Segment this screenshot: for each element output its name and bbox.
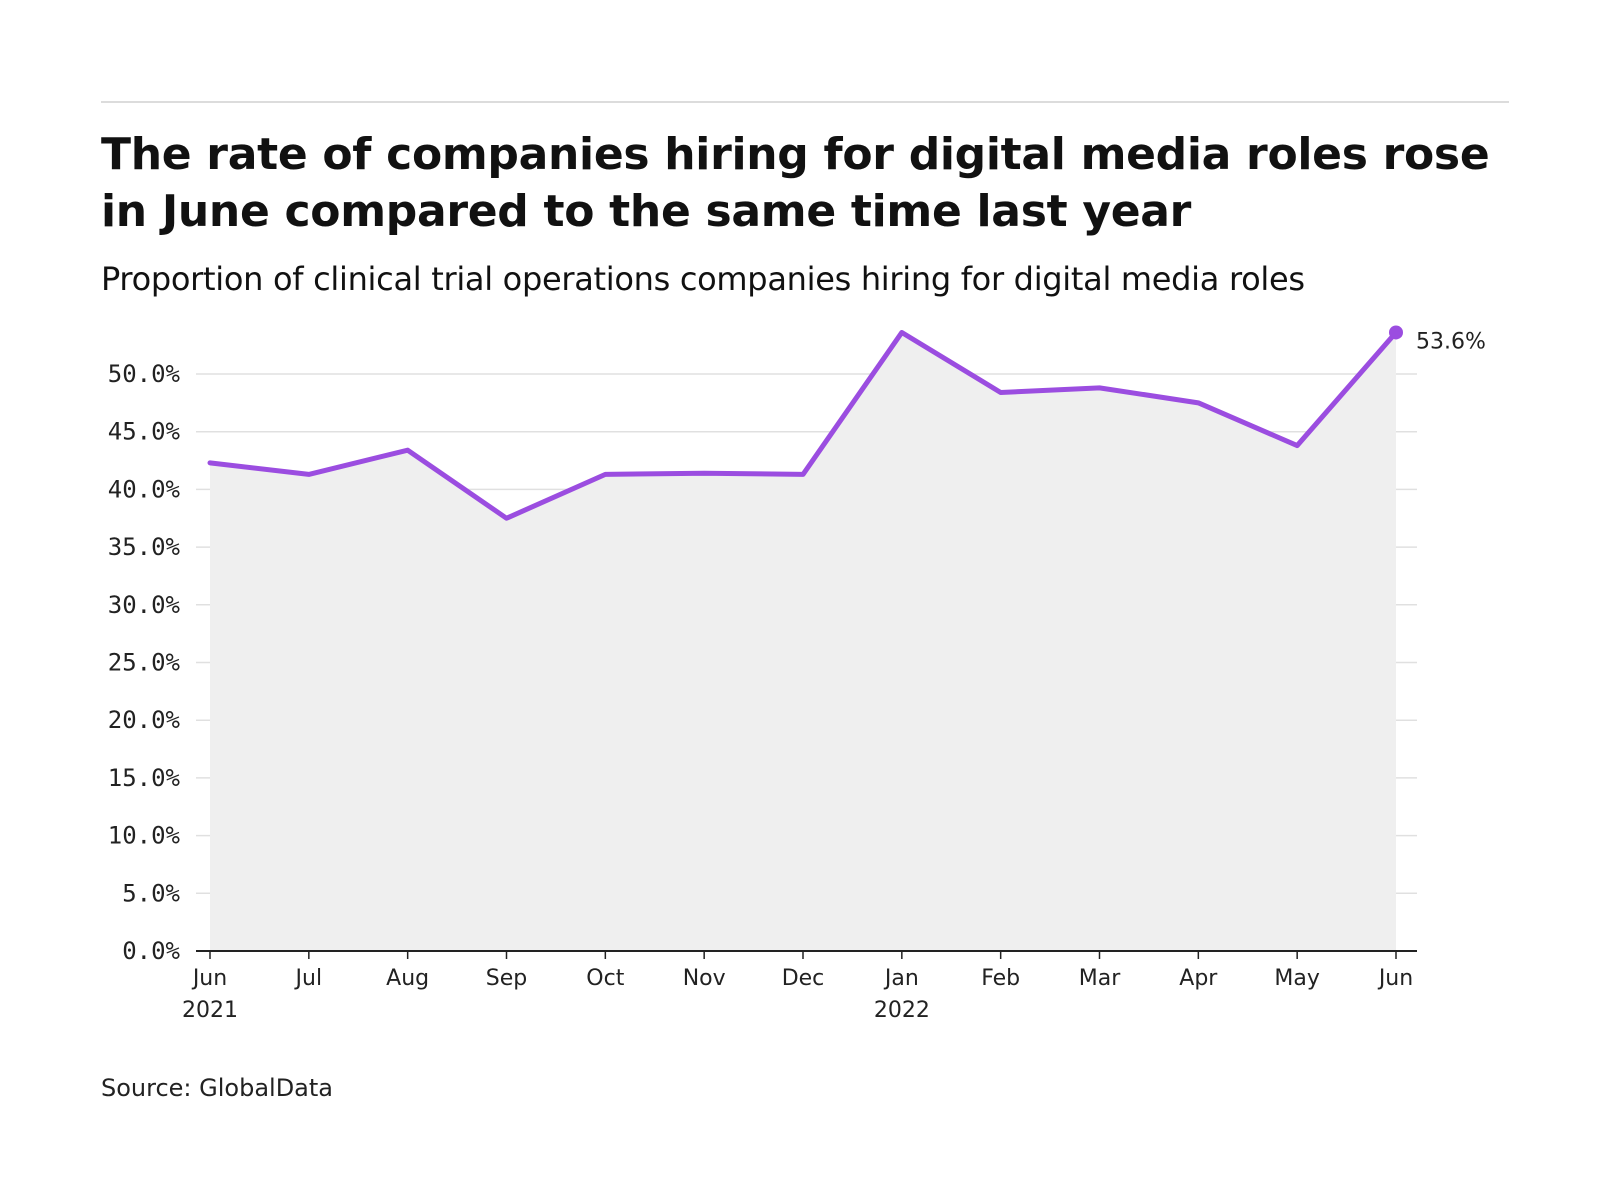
x-axis: [196, 950, 1417, 959]
y-tick-label: 45.0%: [108, 418, 181, 446]
end-point-marker: [1389, 325, 1403, 340]
source-note: Source: GlobalData: [101, 1074, 334, 1102]
x-tick-label: Jul: [294, 966, 323, 991]
x-tick-label: Aug: [386, 966, 429, 991]
y-tick-label: 5.0%: [122, 879, 180, 907]
y-tick-label: 20.0%: [108, 706, 181, 734]
x-tick-label: Jun: [191, 966, 227, 991]
x-tick-label: Jun: [1377, 966, 1413, 991]
y-tick-label: 15.0%: [108, 764, 181, 792]
y-tick-label: 35.0%: [108, 533, 181, 561]
end-value-label: 53.6%: [1416, 329, 1486, 354]
x-tick-label: May: [1274, 966, 1319, 991]
top-divider: [101, 101, 1509, 103]
x-tick-label: Jan: [883, 966, 919, 991]
series-line: [207, 329, 1399, 521]
x-axis-ticks: Jun 2021 Jul Aug Sep Oct Nov Dec Jan 2022 Feb Mar Ap…: [182, 966, 1413, 1023]
x-tick-label: Nov: [683, 966, 726, 991]
line-chart: 0.0% 5.0% 10.0% 15.0% 20.0% 25.0% 30.0% 35.0% 40…: [108, 325, 1486, 1023]
y-tick-label: 30.0%: [108, 591, 181, 619]
chart-subtitle: Proportion of clinical trial operations …: [101, 260, 1305, 298]
x-tick-label: Feb: [981, 966, 1020, 991]
x-tick-label: Mar: [1079, 966, 1121, 991]
y-tick-label: 40.0%: [108, 475, 181, 503]
x-tick-label: Dec: [782, 966, 825, 991]
area-fill: [210, 332, 1396, 951]
y-tick-label: 0.0%: [122, 937, 180, 965]
y-tick-label: 10.0%: [108, 822, 181, 850]
x-tick-label: Apr: [1179, 966, 1218, 991]
chart-title: The rate of companies hiring for digital…: [101, 129, 1490, 237]
x-tick-year-label: 2021: [182, 998, 238, 1023]
x-tick-label: Sep: [486, 966, 527, 991]
y-axis-ticks: 0.0% 5.0% 10.0% 15.0% 20.0% 25.0% 30.0% 35.0% 40…: [108, 360, 181, 965]
x-tick-label: Oct: [586, 966, 624, 991]
series-area: [210, 332, 1396, 951]
y-tick-label: 25.0%: [108, 649, 181, 677]
data-labels: 53.6%: [1416, 329, 1486, 354]
y-tick-label: 50.0%: [108, 360, 181, 388]
x-tick-year-label: 2022: [874, 998, 930, 1023]
series-line-group: [207, 325, 1403, 521]
